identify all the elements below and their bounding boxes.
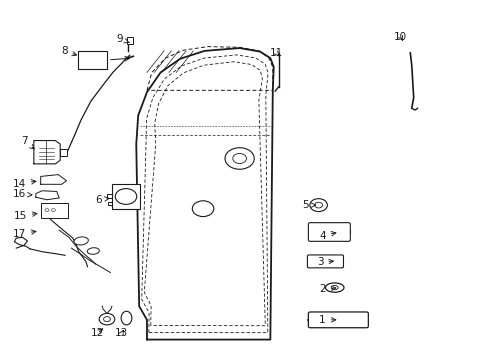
Bar <box>41 203 68 218</box>
Text: 11: 11 <box>269 48 282 58</box>
FancyBboxPatch shape <box>308 312 367 328</box>
Text: 4: 4 <box>319 231 335 240</box>
Circle shape <box>224 148 254 169</box>
Circle shape <box>309 199 327 212</box>
Circle shape <box>45 209 49 212</box>
Circle shape <box>232 153 246 163</box>
Text: 7: 7 <box>21 136 34 149</box>
Circle shape <box>314 202 322 208</box>
Ellipse shape <box>121 311 132 325</box>
Text: 15: 15 <box>14 211 37 221</box>
Text: 14: 14 <box>13 179 36 189</box>
Text: 8: 8 <box>61 46 77 56</box>
Text: 17: 17 <box>13 229 36 239</box>
Text: 6: 6 <box>95 195 109 205</box>
Circle shape <box>51 209 55 212</box>
Text: 16: 16 <box>13 189 32 199</box>
Ellipse shape <box>330 285 337 290</box>
Ellipse shape <box>74 237 88 245</box>
Bar <box>78 51 107 69</box>
Circle shape <box>103 317 110 321</box>
Text: 1: 1 <box>319 315 335 325</box>
Bar <box>112 184 140 210</box>
Text: 12: 12 <box>90 328 103 338</box>
Ellipse shape <box>87 248 99 254</box>
FancyBboxPatch shape <box>307 255 343 268</box>
Text: 10: 10 <box>393 32 407 41</box>
Text: 3: 3 <box>316 257 333 267</box>
Text: 2: 2 <box>319 284 335 294</box>
Circle shape <box>192 201 213 217</box>
Text: 9: 9 <box>117 34 129 44</box>
Bar <box>60 149 67 156</box>
Text: 5: 5 <box>302 200 315 210</box>
Ellipse shape <box>325 283 343 292</box>
FancyBboxPatch shape <box>308 223 349 241</box>
Bar <box>127 37 133 44</box>
Circle shape <box>115 189 137 204</box>
Circle shape <box>99 314 115 325</box>
Text: 13: 13 <box>115 328 128 338</box>
